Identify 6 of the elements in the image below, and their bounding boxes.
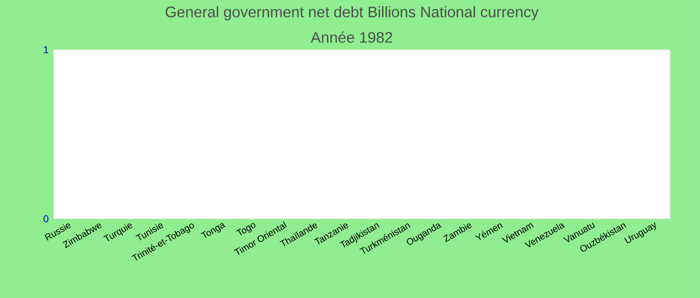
chart-title: General government net debt Billions National currency xyxy=(166,6,539,20)
x-tick-label: Tonga xyxy=(200,222,226,238)
x-tick-label: Togo xyxy=(236,222,256,236)
chart-subtitle: Année 1982 xyxy=(310,31,392,43)
y-tick-label: 0 xyxy=(44,215,48,222)
y-tick-label: 1 xyxy=(44,46,48,53)
